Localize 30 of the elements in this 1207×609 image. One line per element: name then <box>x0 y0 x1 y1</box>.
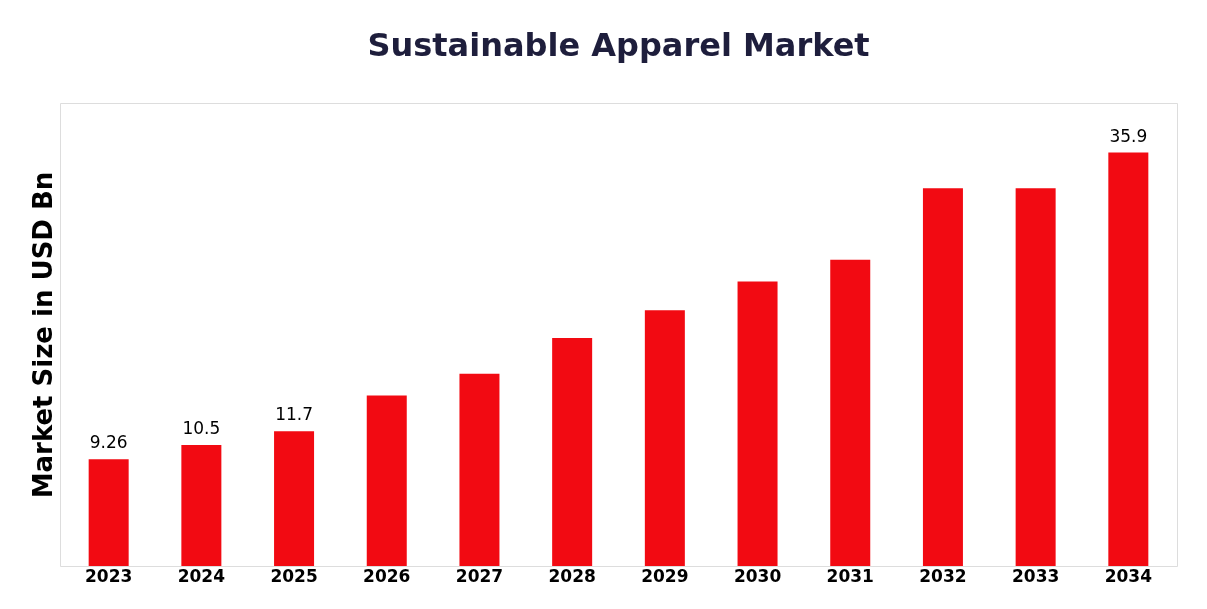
bar <box>459 373 500 566</box>
bar <box>922 188 963 566</box>
bar <box>181 445 222 566</box>
data-label: 10.5 <box>182 418 221 439</box>
x-tick-label: 2024 <box>177 565 226 586</box>
x-tick-label: 2028 <box>548 565 596 586</box>
x-tick-label: 2034 <box>1104 565 1153 586</box>
bar <box>737 281 778 566</box>
bar <box>644 310 685 566</box>
x-tick-label: 2033 <box>1011 565 1060 586</box>
chart-title: Sustainable Apparel Market <box>367 26 870 64</box>
bar <box>88 459 129 566</box>
x-tick-label: 2030 <box>733 565 782 586</box>
bar <box>830 259 871 566</box>
bar <box>274 431 315 566</box>
x-tick-label: 2031 <box>826 565 874 586</box>
bar <box>552 338 593 566</box>
y-axis-title: Market Size in USD Bn <box>27 171 58 499</box>
data-label: 35.9 <box>1109 125 1148 146</box>
bar <box>366 395 407 566</box>
x-tick-label: 2023 <box>85 565 133 586</box>
data-label: 9.26 <box>89 432 128 453</box>
x-tick-label: 2032 <box>919 565 967 586</box>
x-tick-label: 2029 <box>641 565 689 586</box>
x-tick-label: 2026 <box>363 565 411 586</box>
bar <box>1108 152 1149 566</box>
bar <box>1015 188 1056 566</box>
data-label: 11.7 <box>275 404 313 425</box>
x-tick-label: 2025 <box>270 565 318 586</box>
x-tick-label: 2027 <box>455 565 504 586</box>
